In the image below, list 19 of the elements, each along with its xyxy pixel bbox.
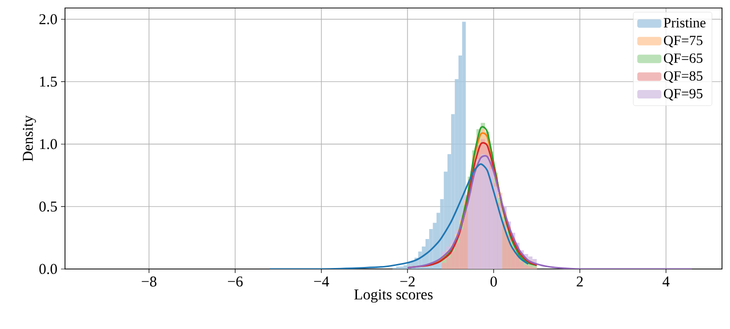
x-tick-label: 0 (490, 276, 497, 287)
legend-label: Pristine (664, 18, 706, 28)
x-tick-label: −4 (314, 276, 330, 286)
x-axis-title: Logits scores (354, 289, 433, 303)
x-tick-label: 2 (576, 276, 583, 286)
y-tick-label: 2.0 (39, 14, 57, 24)
y-axis-title: Density (22, 115, 36, 162)
legend-label: QF=95 (664, 88, 702, 100)
y-tick-label: 1.0 (40, 139, 57, 150)
legend-label: QF=85 (664, 71, 702, 83)
x-tick-label: 4 (662, 276, 670, 286)
x-tick-label: −8 (142, 276, 156, 287)
x-tick-label: −6 (228, 276, 243, 287)
y-tick-label: 0.0 (39, 264, 57, 274)
legend-label: QF=75 (664, 36, 702, 48)
y-tick-label: 0.5 (39, 201, 57, 212)
x-tick-label: −2 (400, 276, 415, 286)
legend-label: QF=65 (664, 53, 702, 65)
y-tick-label: 1.5 (40, 76, 57, 87)
